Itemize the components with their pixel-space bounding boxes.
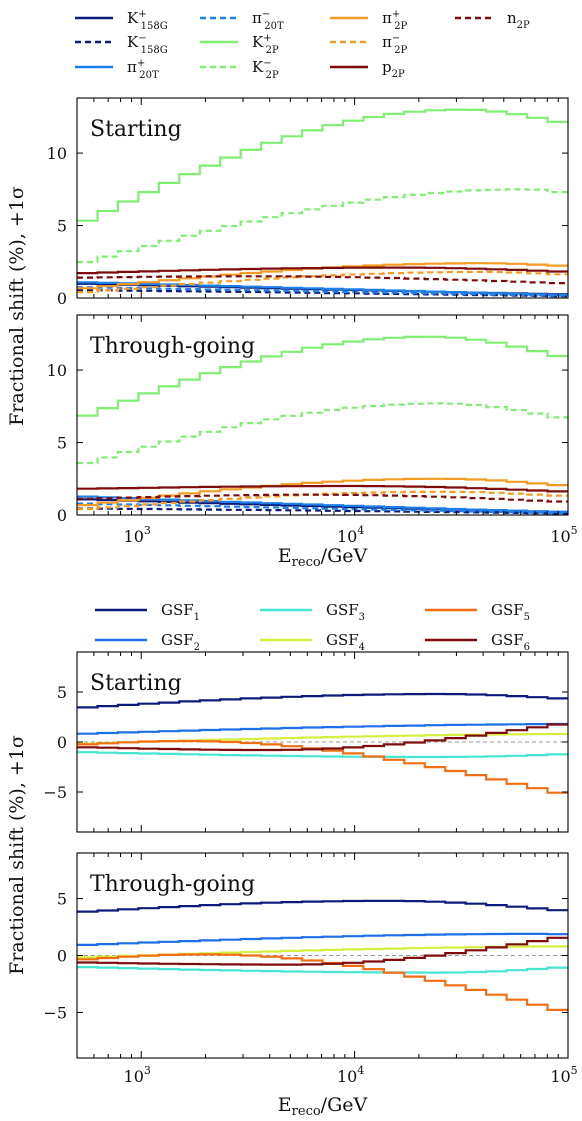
series-k-2p (77, 335, 568, 417)
legend-label: π+ 2P (382, 9, 408, 32)
y-tick-label: 0 (57, 733, 67, 752)
y-tick-label: 5 (57, 890, 67, 909)
bottom-axes: −5 0 5 Starting −5 0 5 Through-going 103 104 105 Er… (6, 651, 578, 1119)
legend-label: GSF5 (491, 601, 530, 623)
subplot-title: Starting (90, 117, 182, 142)
series--2p (77, 270, 568, 294)
series-p-2p (77, 266, 568, 275)
legend-label: GSF6 (491, 631, 530, 653)
series-n-2p (77, 493, 568, 503)
x-tick-label: 105 (550, 524, 577, 546)
series-gsf5 (77, 953, 568, 1011)
series-k-2p (77, 108, 568, 222)
series--20t (77, 495, 568, 513)
legend-label: p2P (382, 58, 405, 80)
legend-label: π+ 20T (127, 58, 159, 81)
series-gsf3 (77, 751, 568, 759)
x-axis-label: Ereco/GeV (278, 1094, 368, 1119)
subplot-through-going: 0 5 10 Through-going (47, 314, 569, 525)
y-tick-label: 10 (47, 144, 67, 163)
subplot-title: Through-going (90, 872, 255, 897)
series--20t (77, 502, 568, 515)
axes-frame (76, 314, 569, 516)
series-gsf3 (77, 966, 568, 974)
legend-label: GSF2 (161, 631, 200, 653)
top-axes: 0 5 10 Starting 0 5 10 Through-going 103 104 105 Er… (6, 97, 578, 570)
x-tick-label: 103 (124, 524, 151, 546)
series--20t (77, 286, 568, 297)
bottom-legend: GSF1 GSF2 GSF3 GSF4 GSF5 GSF6 (95, 601, 530, 653)
legend-label: π− 2P (382, 33, 408, 56)
x-tick-label: 104 (337, 1064, 364, 1086)
x-tick-label: 105 (550, 1064, 577, 1086)
y-tick-label: 0 (57, 506, 67, 525)
series-gsf2 (77, 932, 568, 946)
series-gsf6 (77, 723, 568, 752)
y-tick-label: 5 (57, 683, 67, 702)
y-tick-label: 0 (57, 947, 67, 966)
y-tick-label: −5 (43, 783, 67, 802)
series-k-2p (77, 188, 568, 264)
y-tick-label: −5 (43, 1003, 67, 1022)
x-tick-label: 103 (124, 1064, 151, 1086)
axes-frame (76, 97, 569, 299)
legend-label: K− 158G (127, 33, 168, 56)
series-gsf1 (77, 692, 568, 709)
series-k-2p (77, 402, 568, 465)
y-tick-label: 5 (57, 434, 67, 453)
legend-label: K+ 2P (252, 33, 279, 56)
x-tick-label: 104 (337, 524, 364, 546)
legend-label: K− 2P (252, 58, 279, 81)
legend-label: GSF4 (326, 631, 365, 653)
series--2p (77, 490, 568, 511)
subplot-starting: 0 5 10 Starting (47, 97, 569, 308)
series-n-2p (77, 275, 568, 285)
y-tick-label: 0 (57, 289, 67, 308)
series-k-158g (77, 507, 568, 515)
subplot-through-going: −5 0 5 Through-going (43, 852, 569, 1059)
series-gsf1 (77, 899, 568, 913)
series--20t (77, 281, 568, 296)
series-gsf6 (77, 936, 568, 966)
y-tick-label: 10 (47, 361, 67, 380)
legend-label: π− 20T (252, 9, 284, 32)
subplot-title: Starting (90, 671, 182, 696)
legend-label: K+ 158G (127, 9, 168, 32)
subplot-title: Through-going (90, 334, 255, 359)
x-axis-label: Ereco/GeV (278, 545, 368, 570)
subplot-starting: −5 0 5 Starting (43, 651, 569, 833)
y-axis-label: Fractional shift (%), +1σ (6, 186, 28, 426)
series-k-158g (77, 289, 568, 298)
series-p-2p (77, 484, 568, 493)
legend-label: n2P (507, 9, 530, 31)
legend-label: GSF1 (161, 601, 200, 623)
y-axis-label: Fractional shift (%), +1σ (6, 735, 28, 975)
y-tick-label: 5 (57, 217, 67, 236)
series-gsf2 (77, 722, 568, 735)
legend-label: GSF3 (326, 601, 365, 623)
